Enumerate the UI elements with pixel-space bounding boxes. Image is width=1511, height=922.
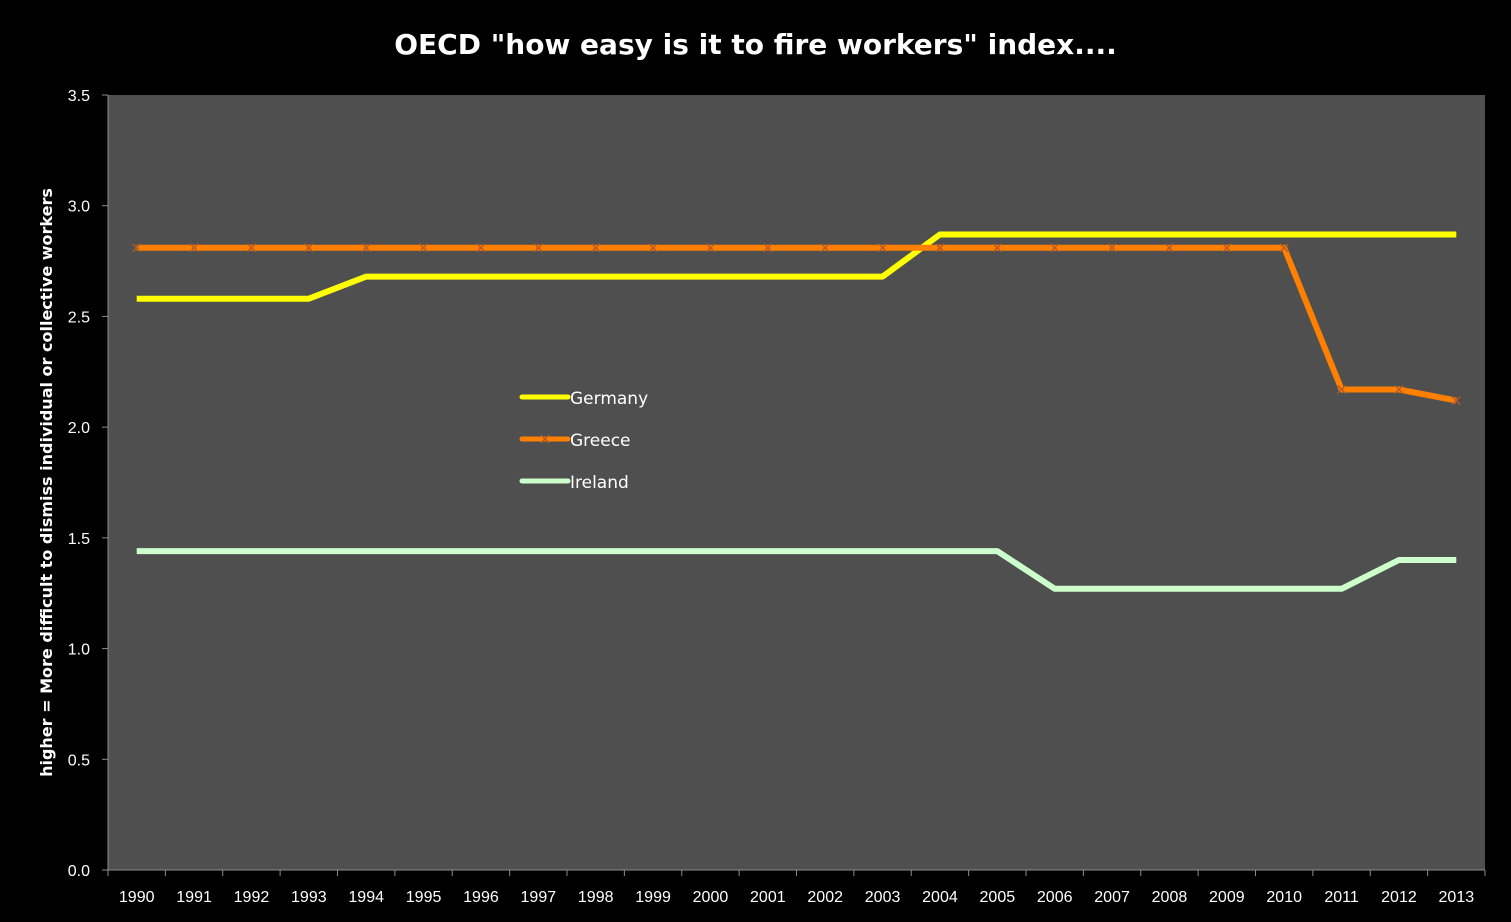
legend-item-germany: Germany [519,389,648,409]
data-point-greece [820,243,830,253]
x-tick-label: 2012 [1381,889,1417,906]
x-tick-label: 1994 [348,889,384,906]
x-tick-label: 2002 [807,889,843,906]
x-tick-label: 2013 [1439,889,1475,906]
chart-title: OECD "how easy is it to fire workers" in… [394,28,1117,61]
series-layer [132,231,1461,592]
x-tick-label: 1993 [291,889,327,906]
data-point-greece [361,243,371,253]
data-point-greece [1394,385,1404,394]
x-tick-label: 2006 [1037,889,1073,906]
y-tick-label: 0.0 [68,863,90,880]
data-point-greece [1279,243,1289,253]
series-line-ireland [136,548,1457,592]
x-tick-label: 2003 [865,889,901,906]
data-point-greece [476,243,486,253]
data-point-greece [189,243,199,253]
data-point-greece [705,243,715,253]
y-tick-label: 1.0 [68,642,90,659]
x-tick-label: 2007 [1094,889,1130,906]
data-point-greece [533,243,543,253]
legend: Germany Greece Ireland [519,389,648,493]
y-tick-label: 3.5 [68,88,90,105]
series-line-germany [136,231,1457,302]
legend-label: Germany [570,389,648,409]
x-tick-label: 2004 [922,889,958,906]
x-tick-label: 2005 [980,889,1016,906]
x-tick-label: 1996 [463,889,499,906]
legend-item-ireland: Ireland [519,473,629,493]
data-point-greece [763,243,773,253]
data-point-greece [1107,243,1117,253]
x-axis-ticks: 1990 1991 1992 1993 1994 1995 1996 1997 1998 1999… [107,870,1486,906]
x-tick-label: 1992 [234,889,270,906]
y-tick-label: 2.5 [68,309,90,326]
y-tick-label: 1.5 [68,531,90,548]
x-tick-label: 1997 [521,889,557,906]
x-tick-label: 2011 [1324,889,1359,906]
data-point-greece [419,243,429,253]
data-point-greece [304,243,314,253]
data-point-greece [1451,396,1461,406]
x-tick-label: 2009 [1209,889,1245,906]
y-axis-label: higher = More difficult to dismiss indiv… [37,188,56,777]
data-point-greece [878,243,888,253]
x-tick-label: 2010 [1266,889,1302,906]
legend-label: Ireland [570,473,629,493]
series-line-greece [136,244,1457,404]
data-point-greece [591,243,601,253]
x-tick-label: 1990 [119,889,155,906]
data-point-greece [1164,243,1174,253]
y-tick-label: 2.0 [68,420,90,437]
y-tick-label: 3.0 [68,199,90,216]
data-point-greece [132,243,142,253]
data-point-greece [648,243,658,253]
x-tick-label: 2001 [750,889,786,906]
x-tick-label: 1998 [578,889,614,906]
x-tick-label: 1999 [635,889,671,906]
data-point-greece [1222,243,1232,253]
legend-item-greece: Greece [519,431,631,451]
x-tick-label: 1995 [406,889,442,906]
x-tick-label: 2008 [1152,889,1188,906]
plot-area [108,95,1485,870]
x-tick-label: 1991 [176,889,212,906]
data-point-greece [992,243,1002,253]
x-tick-label: 2000 [693,889,729,906]
data-point-greece [246,243,256,253]
y-tick-label: 0.5 [68,752,90,769]
y-axis-ticks: 0.0 0.5 1.0 1.5 2.0 2.5 3.0 3.5 [68,88,108,880]
data-point-greece [1050,243,1060,253]
data-point-greece [935,243,945,253]
legend-label: Greece [570,431,631,451]
data-point-greece [1337,385,1347,394]
